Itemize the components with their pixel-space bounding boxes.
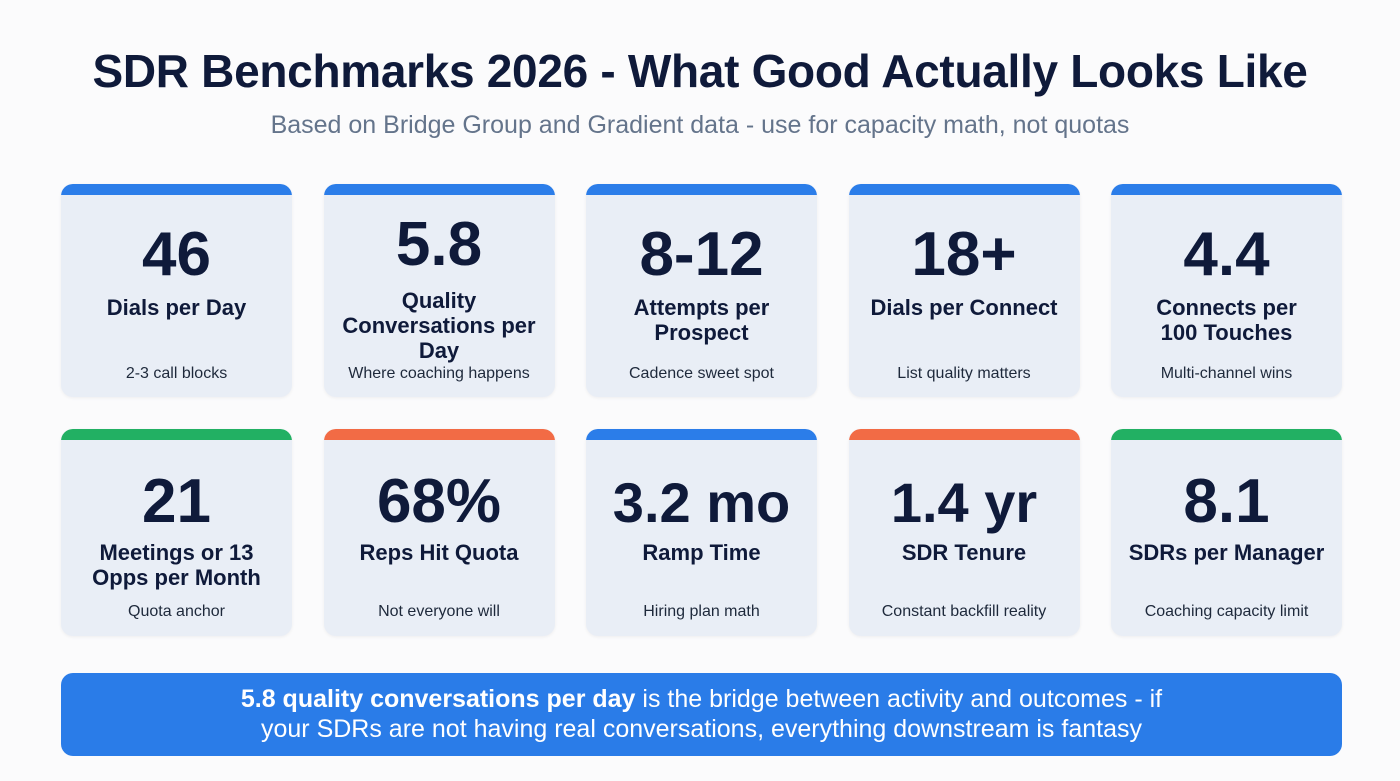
- card-attempts-per-prospect: 8-12 Attempts per Prospect Cadence sweet…: [586, 184, 817, 397]
- card-quality-conversations: 5.8 Quality Conversations per Day Where …: [323, 184, 555, 397]
- metric-note: List quality matters: [897, 365, 1031, 382]
- metric-label: Quality Conversations per Day: [342, 288, 536, 363]
- accent-bar: [848, 429, 1080, 440]
- metric-label: Meetings or 13 Opps per Month: [92, 540, 261, 590]
- metric-label: Dials per Connect: [870, 295, 1058, 320]
- card-meetings-per-month: 21 Meetings or 13 Opps per Month Quota a…: [61, 429, 292, 636]
- metric-value: 1.4 yr: [890, 471, 1038, 534]
- metric-value: 46: [142, 220, 211, 289]
- accent-bar: [1111, 429, 1342, 440]
- accent-bar: [1111, 184, 1342, 195]
- card-ramp-time: 3.2 mo Ramp Time Hiring plan math: [586, 429, 817, 636]
- metric-value: 3.2 mo: [612, 471, 791, 534]
- metric-label: Ramp Time: [642, 540, 761, 565]
- metric-value: 8.1: [1183, 467, 1270, 536]
- metric-value: 4.4: [1183, 220, 1270, 289]
- metric-value: 18+: [911, 220, 1017, 289]
- metric-label: Connects per 100 Touches: [1156, 295, 1297, 345]
- accent-bar: [61, 429, 292, 440]
- metric-note: Where coaching happens: [348, 365, 530, 382]
- metric-note: 2-3 call blocks: [125, 365, 228, 382]
- metric-note: Constant backfill reality: [881, 603, 1047, 620]
- card-connects-per-100-touches: 4.4 Connects per 100 Touches Multi-chann…: [1111, 184, 1342, 397]
- key-insight-banner: 5.8 quality conversations per day is the…: [61, 673, 1342, 756]
- accent-bar: [848, 184, 1080, 195]
- metric-label: SDRs per Manager: [1128, 540, 1325, 565]
- metric-value: 21: [142, 467, 211, 536]
- accent-bar: [586, 184, 817, 195]
- metric-note: Hiring plan math: [643, 603, 760, 620]
- metric-label: SDR Tenure: [901, 540, 1027, 565]
- metric-note: Quota anchor: [128, 603, 225, 620]
- card-dials-per-connect: 18+ Dials per Connect List quality matte…: [848, 184, 1080, 397]
- accent-bar: [323, 184, 555, 195]
- metric-value: 8-12: [639, 220, 764, 289]
- banner-text-line2: your SDRs are not having real conversati…: [261, 715, 1142, 743]
- card-reps-hit-quota: 68% Reps Hit Quota Not everyone will: [323, 429, 555, 636]
- card-dials-per-day: 46 Dials per Day 2-3 call blocks: [61, 184, 292, 397]
- metric-value: 5.8: [395, 210, 483, 279]
- metric-note: Not everyone will: [378, 603, 500, 620]
- banner-text-line1: is the bridge between activity and outco…: [635, 685, 1163, 713]
- page-title: SDR Benchmarks 2026 - What Good Actually…: [92, 45, 1308, 97]
- card-sdrs-per-manager: 8.1 SDRs per Manager Coaching capacity l…: [1111, 429, 1342, 636]
- banner-highlight: 5.8 quality conversations per day: [240, 685, 636, 713]
- metric-label: Attempts per Prospect: [633, 295, 770, 345]
- metric-label: Reps Hit Quota: [359, 540, 519, 565]
- metric-label: Dials per Day: [106, 295, 247, 320]
- accent-bar: [61, 184, 292, 195]
- metric-note: Multi-channel wins: [1160, 365, 1293, 382]
- accent-bar: [586, 429, 817, 440]
- accent-bar: [323, 429, 555, 440]
- benchmark-row-1: 46 Dials per Day 2-3 call blocks 5.8 Qua…: [61, 184, 1342, 397]
- card-sdr-tenure: 1.4 yr SDR Tenure Constant backfill real…: [848, 429, 1080, 636]
- page-subtitle: Based on Bridge Group and Gradient data …: [270, 111, 1130, 139]
- benchmark-row-2: 21 Meetings or 13 Opps per Month Quota a…: [61, 429, 1342, 636]
- metric-note: Coaching capacity limit: [1144, 603, 1309, 620]
- metric-value: 68%: [376, 467, 502, 536]
- metric-note: Cadence sweet spot: [629, 365, 774, 382]
